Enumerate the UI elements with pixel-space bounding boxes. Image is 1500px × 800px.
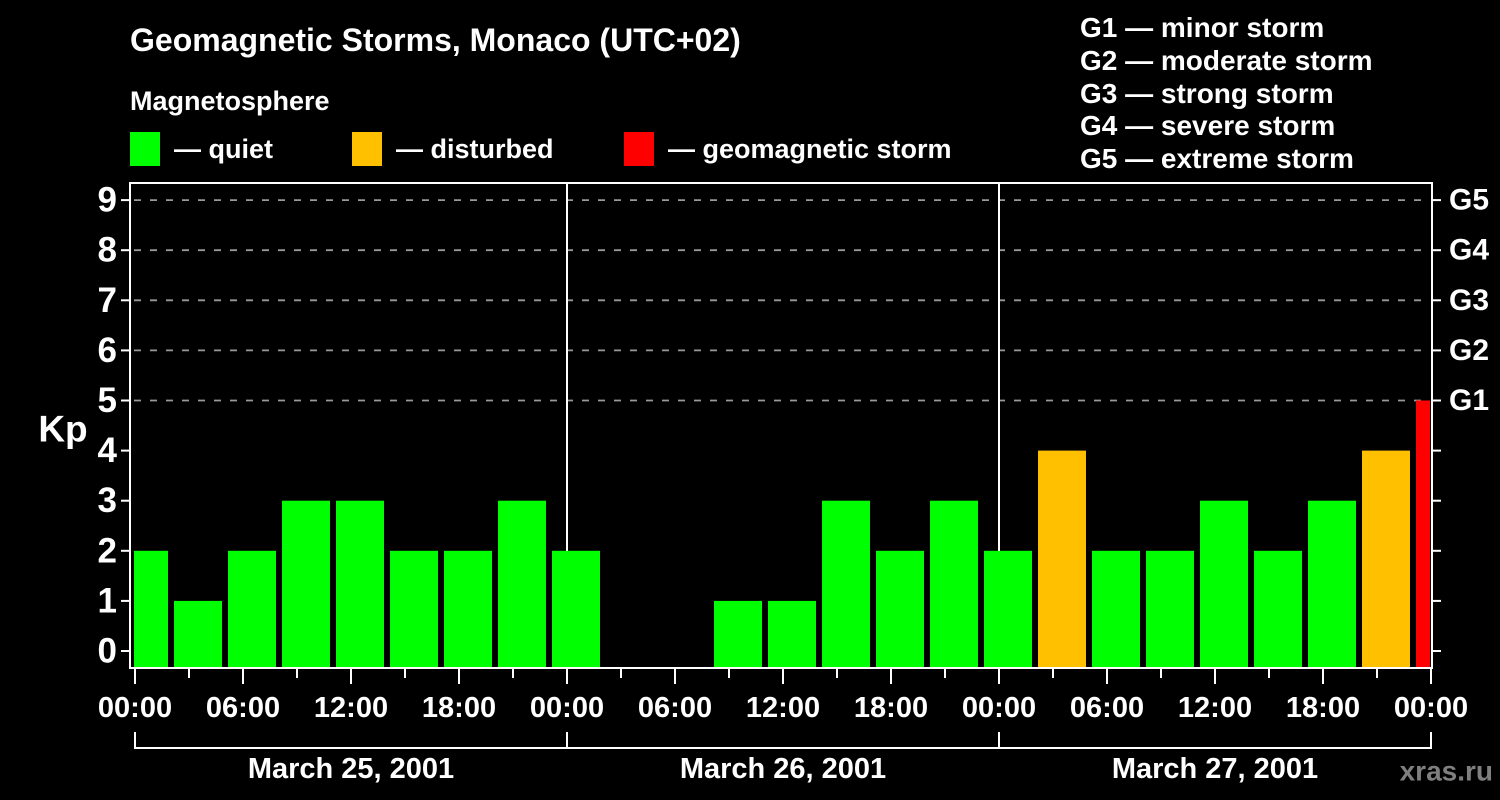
y-axis-label-4: 4	[98, 431, 118, 470]
y-axis-label-0: 0	[98, 632, 117, 671]
kp-bar-day1-slot8	[498, 500, 546, 668]
time-label: 18:00	[854, 692, 928, 724]
date-label: March 25, 2001	[248, 753, 454, 785]
disturbed-color-swatch	[352, 132, 382, 166]
g-scale-legend: G1 — minor storm G2 — moderate storm G3 …	[1080, 12, 1373, 176]
kp-bar-day3-slot8	[1362, 450, 1410, 668]
time-label: 00:00	[98, 692, 172, 724]
kp-bar-next-day-first-slot	[1416, 400, 1430, 668]
y-axis-label-5: 5	[98, 381, 117, 420]
y-axis-label-7: 7	[98, 281, 117, 320]
g-scale-axis-label-G4: G4	[1449, 234, 1489, 267]
g4-legend-line: G4 — severe storm	[1080, 110, 1336, 142]
kp-bar-day1-slot4	[282, 500, 330, 668]
time-label: 06:00	[638, 692, 712, 724]
kp-axis-title: Kp	[38, 409, 87, 450]
time-label: 12:00	[1178, 692, 1252, 724]
time-label: 18:00	[422, 692, 496, 724]
date-label: March 26, 2001	[680, 753, 886, 785]
kp-bar-day2-slot1	[552, 550, 600, 668]
day-bracket	[566, 732, 1000, 749]
day-bracket	[134, 732, 568, 749]
time-label: 00:00	[530, 692, 604, 724]
kp-bar-day2-slot8	[930, 500, 978, 668]
y-axis-label-3: 3	[98, 481, 117, 520]
y-axis-label-2: 2	[98, 531, 117, 570]
kp-bar-day2-slot7	[876, 550, 924, 668]
kp-bar-day3-slot2	[1038, 450, 1086, 668]
storm-label: — geomagnetic storm	[668, 133, 952, 164]
storm-color-swatch	[624, 132, 654, 166]
time-label: 06:00	[206, 692, 280, 724]
kp-bar-day2-slot4	[714, 600, 762, 668]
page-title: Geomagnetic Storms, Monaco (UTC+02)	[130, 22, 741, 58]
disturbed-label: — disturbed	[396, 133, 554, 164]
time-label: 06:00	[1070, 692, 1144, 724]
kp-bar-day1-slot7	[444, 550, 492, 668]
g-scale-axis-label-G1: G1	[1449, 384, 1489, 417]
magnetosphere-label: Magnetosphere	[130, 86, 330, 116]
quiet-color-swatch	[130, 132, 160, 166]
g1-legend-line: G1 — minor storm	[1080, 12, 1325, 43]
y-axis-label-1: 1	[98, 581, 117, 620]
y-axis-label-6: 6	[98, 331, 117, 370]
kp-bar-day3-slot6	[1254, 550, 1302, 668]
g-scale-axis-label-G3: G3	[1449, 284, 1489, 317]
legend-item-disturbed: — disturbed	[352, 132, 554, 166]
g2-legend-line: G2 — moderate storm	[1080, 44, 1373, 76]
legend-item-quiet: — quiet	[130, 132, 273, 166]
g-scale-axis-label-G2: G2	[1449, 334, 1489, 367]
kp-bar-day3-slot7	[1308, 500, 1356, 668]
date-label: March 27, 2001	[1112, 753, 1318, 785]
kp-bar-day3-slot1	[984, 550, 1032, 668]
kp-bar-day1-slot1	[134, 550, 168, 668]
kp-bar-day1-slot3	[228, 550, 276, 668]
g3-legend-line: G3 — strong storm	[1080, 77, 1334, 109]
kp-bar-day2-slot6	[822, 500, 870, 668]
time-label: 00:00	[1394, 692, 1468, 724]
xras-watermark: xras.ru	[1400, 756, 1493, 787]
y-axis-label-9: 9	[98, 181, 117, 220]
kp-bar-day3-slot5	[1200, 500, 1248, 668]
day-bracket	[998, 732, 1432, 749]
plot-frame	[129, 182, 1433, 669]
kp-bar-day1-slot5	[336, 500, 384, 668]
time-label: 12:00	[314, 692, 388, 724]
time-label: 00:00	[962, 692, 1036, 724]
legend-item-geomagnetic-storm: — geomagnetic storm	[624, 132, 952, 166]
kp-bar-day1-slot6	[390, 550, 438, 668]
time-label: 12:00	[746, 692, 820, 724]
y-axis-label-8: 8	[98, 231, 117, 270]
quiet-label: — quiet	[174, 133, 273, 164]
kp-bar-day3-slot3	[1092, 550, 1140, 668]
kp-bar-day2-slot5	[768, 600, 816, 668]
g5-legend-line: G5 — extreme storm	[1080, 143, 1354, 175]
g-scale-axis-label-G5: G5	[1449, 184, 1489, 217]
kp-bar-day1-slot2	[174, 600, 222, 668]
kp-bar-day3-slot4	[1146, 550, 1194, 668]
time-label: 18:00	[1286, 692, 1360, 724]
